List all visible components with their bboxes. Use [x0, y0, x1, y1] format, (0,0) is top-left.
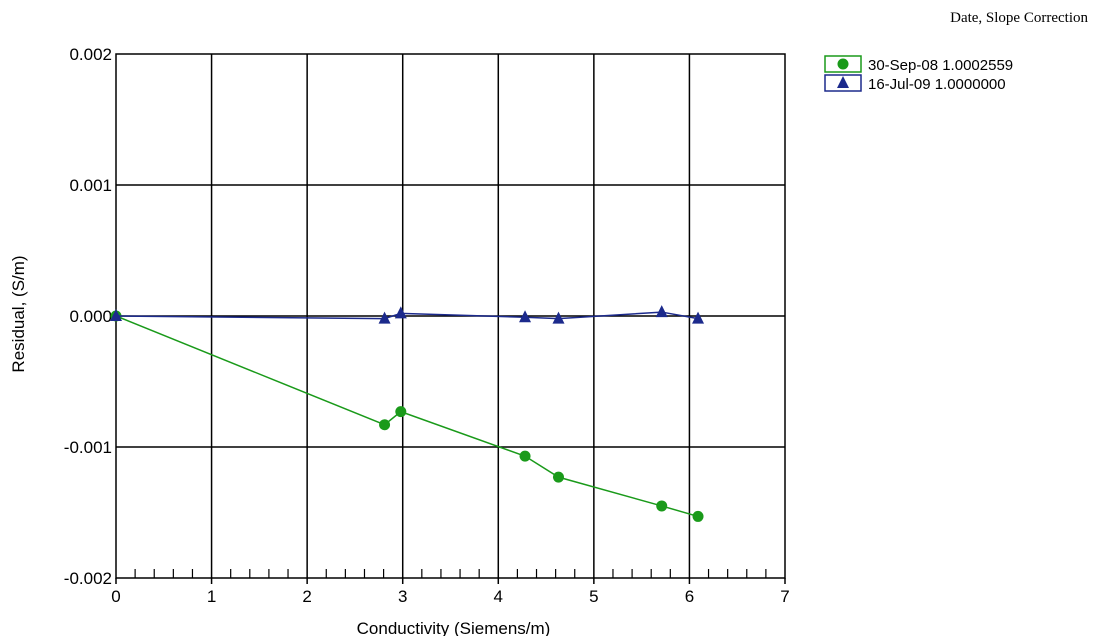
- data-point: [552, 311, 565, 324]
- x-tick-label: 5: [589, 587, 598, 606]
- legend-item-1: 30-Sep-08 1.0002559: [824, 55, 1013, 74]
- x-tick-label: 2: [302, 587, 311, 606]
- minor-ticks: [115, 569, 786, 584]
- y-axis-tick-labels: 0.002 0.001 0.000 -0.001 -0.002: [64, 45, 112, 588]
- data-point: [655, 305, 668, 318]
- x-tick-label: 3: [398, 587, 407, 606]
- y-tick-label: -0.002: [64, 569, 112, 588]
- series: [110, 305, 705, 522]
- x-axis-label: Conductivity (Siemens/m): [357, 619, 551, 636]
- series-2: [110, 305, 705, 324]
- x-tick-label: 6: [685, 587, 694, 606]
- y-axis-label: Residual, (S/m): [9, 255, 28, 372]
- data-point: [692, 510, 704, 522]
- legend-label: 30-Sep-08 1.0002559: [868, 57, 1013, 74]
- x-tick-label: 4: [494, 587, 503, 606]
- data-point: [378, 311, 391, 324]
- data-point: [394, 306, 407, 319]
- data-point: [552, 471, 564, 483]
- data-point: [110, 309, 122, 321]
- legend-label: 16-Jul-09 1.0000000: [868, 76, 1006, 93]
- legend-title: Date, Slope Correction: [950, 10, 1088, 26]
- series-1: [110, 310, 704, 522]
- x-tick-label: 7: [780, 587, 789, 606]
- data-point: [395, 406, 407, 418]
- data-point: [519, 310, 532, 323]
- data-point: [692, 311, 705, 324]
- x-tick-label: 0: [111, 587, 120, 606]
- y-tick-label: 0.001: [69, 176, 112, 195]
- data-point: [379, 419, 391, 431]
- legend: Date, Slope Correction 30-Sep-08 1.00025…: [824, 10, 1088, 93]
- x-axis-tick-labels: 0 1 2 3 4 5 6 7: [111, 587, 789, 606]
- y-tick-label: 0.000: [69, 307, 112, 326]
- x-tick-label: 1: [207, 587, 216, 606]
- legend-marker: [837, 76, 849, 88]
- data-point: [656, 500, 668, 512]
- y-tick-label: 0.002: [69, 45, 112, 64]
- legend-marker: [837, 58, 849, 70]
- y-tick-label: -0.001: [64, 438, 112, 457]
- data-point: [519, 450, 531, 462]
- legend-item-2: 16-Jul-09 1.0000000: [824, 74, 1006, 93]
- series-line: [115, 315, 699, 518]
